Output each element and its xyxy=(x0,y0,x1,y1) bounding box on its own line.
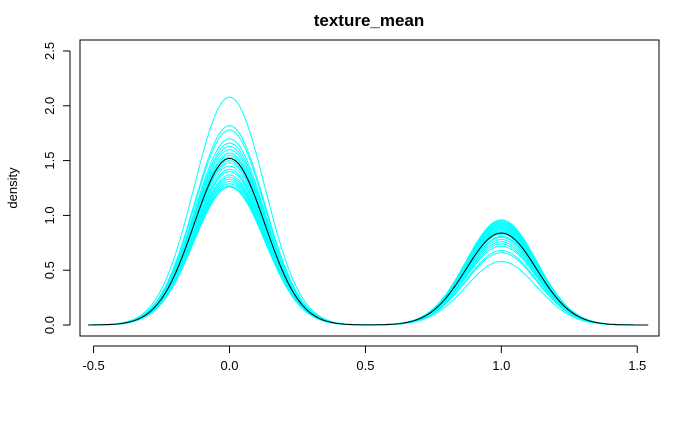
density-curve-bootstrap xyxy=(88,129,649,326)
y-tick-label: 2.5 xyxy=(42,42,57,60)
y-tick-label: 0.0 xyxy=(42,316,57,334)
density-curve-bootstrap xyxy=(88,149,649,326)
x-tick-label: 1.0 xyxy=(492,358,510,373)
density-curve-bootstrap xyxy=(88,160,649,326)
x-tick-label: 0.5 xyxy=(356,358,374,373)
y-axis: 0.0 0.5 1.0 1.5 2.0 2.5 xyxy=(42,42,71,334)
x-tick-label: -0.5 xyxy=(82,358,104,373)
y-tick-label: 1.5 xyxy=(42,152,57,170)
y-tick-label: 0.5 xyxy=(42,261,57,279)
density-curve-bootstrap xyxy=(88,152,649,326)
density-curve-bootstrap xyxy=(88,168,649,326)
density-curve-bootstrap xyxy=(88,145,649,326)
density-curve-bootstrap xyxy=(88,138,649,326)
density-curve-bootstrap xyxy=(88,174,649,326)
plot-frame xyxy=(79,39,660,337)
density-curve-bootstrap xyxy=(88,171,649,326)
density-curve-bootstrap xyxy=(88,96,649,326)
x-tick-label: 0.0 xyxy=(220,358,238,373)
density-curve-bootstrap xyxy=(88,125,649,326)
density-curve-main xyxy=(88,158,649,326)
density-curve-bootstrap xyxy=(88,154,649,326)
y-tick-label: 1.0 xyxy=(42,206,57,224)
density-curve-bootstrap xyxy=(88,165,649,326)
y-tick-label: 2.0 xyxy=(42,97,57,115)
density-curve-bootstrap xyxy=(88,156,649,326)
series-group xyxy=(88,96,649,326)
density-curve-bootstrap xyxy=(88,185,649,326)
x-axis: -0.5 0.0 0.5 1.0 1.5 xyxy=(82,345,646,373)
chart-title: texture_mean xyxy=(314,11,425,30)
density-curve-bootstrap xyxy=(88,142,649,326)
x-tick-label: 1.5 xyxy=(628,358,646,373)
y-axis-label: density xyxy=(5,167,20,209)
density-curve-bootstrap xyxy=(88,162,649,326)
